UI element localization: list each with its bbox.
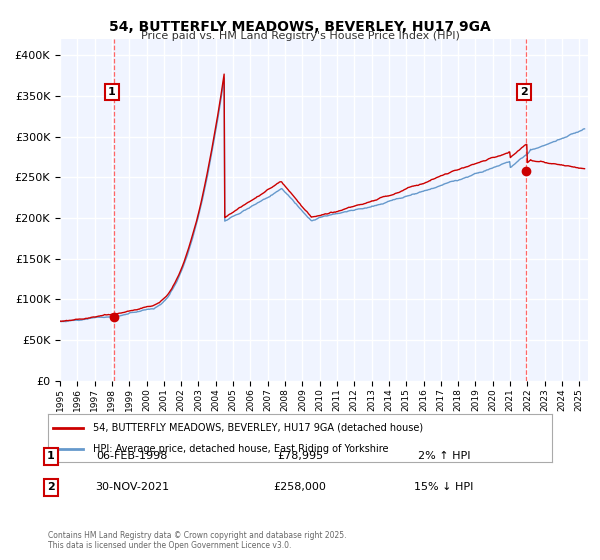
Text: 06-FEB-1998: 06-FEB-1998 <box>97 451 167 461</box>
Text: 1: 1 <box>108 87 116 97</box>
Text: £78,995: £78,995 <box>277 451 323 461</box>
Text: Contains HM Land Registry data © Crown copyright and database right 2025.
This d: Contains HM Land Registry data © Crown c… <box>48 530 347 550</box>
Text: £258,000: £258,000 <box>274 482 326 492</box>
Text: 54, BUTTERFLY MEADOWS, BEVERLEY, HU17 9GA (detached house): 54, BUTTERFLY MEADOWS, BEVERLEY, HU17 9G… <box>94 423 424 433</box>
Text: 15% ↓ HPI: 15% ↓ HPI <box>415 482 473 492</box>
Text: Price paid vs. HM Land Registry's House Price Index (HPI): Price paid vs. HM Land Registry's House … <box>140 31 460 41</box>
Text: 54, BUTTERFLY MEADOWS, BEVERLEY, HU17 9GA: 54, BUTTERFLY MEADOWS, BEVERLEY, HU17 9G… <box>109 20 491 34</box>
Text: 1: 1 <box>47 451 55 461</box>
Text: 30-NOV-2021: 30-NOV-2021 <box>95 482 169 492</box>
Text: 2: 2 <box>47 482 55 492</box>
Text: 2: 2 <box>520 87 528 97</box>
Text: 2% ↑ HPI: 2% ↑ HPI <box>418 451 470 461</box>
Text: HPI: Average price, detached house, East Riding of Yorkshire: HPI: Average price, detached house, East… <box>94 444 389 454</box>
